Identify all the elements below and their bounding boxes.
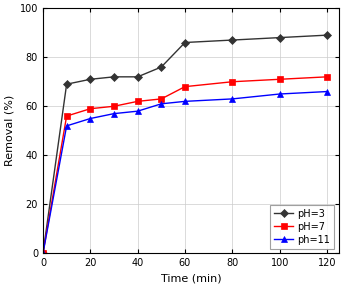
pH=3 xyxy=(277,36,282,39)
pH=7 xyxy=(325,75,329,79)
ph=11 xyxy=(88,117,92,120)
pH=7 xyxy=(159,97,163,101)
ph=11 xyxy=(135,109,140,113)
pH=7 xyxy=(135,100,140,103)
ph=11 xyxy=(325,90,329,93)
pH=3 xyxy=(41,252,45,255)
pH=7 xyxy=(277,77,282,81)
Legend: pH=3, pH=7, ph=11: pH=3, pH=7, ph=11 xyxy=(270,205,334,249)
pH=7 xyxy=(112,105,116,108)
pH=3 xyxy=(112,75,116,79)
pH=7 xyxy=(88,107,92,110)
ph=11 xyxy=(64,124,69,128)
pH=3 xyxy=(325,33,329,37)
Line: ph=11: ph=11 xyxy=(40,89,330,256)
pH=3 xyxy=(159,65,163,69)
pH=3 xyxy=(135,75,140,79)
pH=3 xyxy=(88,77,92,81)
ph=11 xyxy=(230,97,234,101)
ph=11 xyxy=(41,252,45,255)
pH=7 xyxy=(230,80,234,84)
Line: pH=3: pH=3 xyxy=(40,32,330,256)
ph=11 xyxy=(112,112,116,115)
pH=3 xyxy=(64,82,69,86)
pH=3 xyxy=(230,38,234,42)
pH=7 xyxy=(64,114,69,118)
pH=7 xyxy=(41,252,45,255)
Y-axis label: Removal (%): Removal (%) xyxy=(4,95,14,166)
Line: pH=7: pH=7 xyxy=(40,74,330,256)
ph=11 xyxy=(277,92,282,96)
pH=3 xyxy=(183,41,187,44)
pH=7 xyxy=(183,85,187,88)
ph=11 xyxy=(183,100,187,103)
ph=11 xyxy=(159,102,163,105)
X-axis label: Time (min): Time (min) xyxy=(161,274,221,284)
